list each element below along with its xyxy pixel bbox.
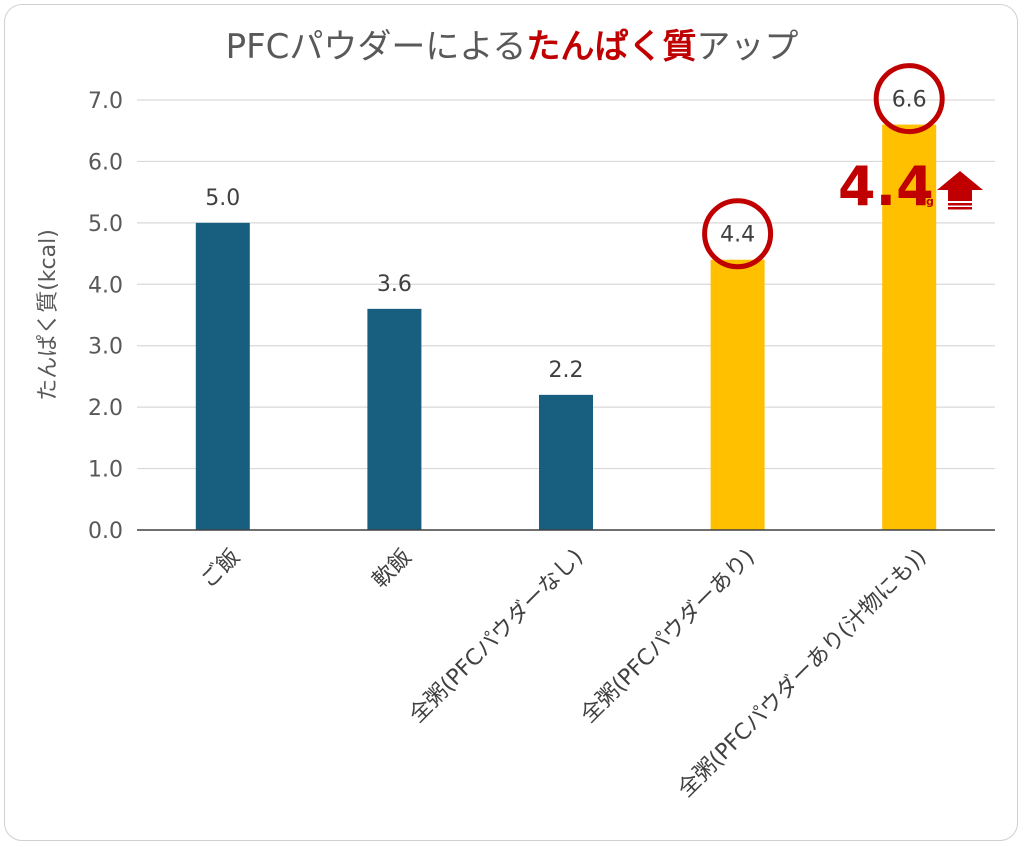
y-tick-label: 7.0 [88,89,123,114]
increase-annotation: 4.4 g [838,155,983,218]
y-tick-label: 0.0 [88,519,123,544]
y-axis-ticks: 0.0 1.0 2.0 3.0 4.0 5.0 6.0 7.0 [88,89,123,544]
bar [882,124,937,531]
increase-unit: g [926,195,934,208]
bars [195,124,937,531]
y-tick-label: 4.0 [88,273,123,298]
data-label: 4.4 [720,223,755,248]
gridlines [137,99,995,470]
chart-title-highlight: たんぱく質 [526,27,696,67]
data-labels: 5.0 3.6 2.2 4.4 6.6 [205,88,926,383]
category-label: ご飯 [196,545,245,594]
bar [710,259,765,530]
chart-title: PFCパウダーによるたんぱく質アップ [226,27,799,67]
y-tick-label: 2.0 [88,396,123,421]
highlight-circles [702,63,945,270]
y-tick-label: 1.0 [88,458,123,483]
y-axis-label: たんぱく質(kcal) [36,229,61,401]
y-tick-label: 6.0 [88,150,123,175]
y-tick-label: 3.0 [88,335,123,360]
chart-title-suffix: アップ [696,27,798,67]
category-label: 全粥(PFCパウダーあり) [576,545,759,728]
chart-frame [4,4,1018,841]
bar [367,308,422,530]
data-label: 2.2 [549,358,584,383]
data-label: 6.6 [892,88,927,113]
highlight-circle [873,63,945,135]
chart-title-prefix: PFCパウダーによる [226,27,527,67]
data-label: 3.6 [377,272,412,297]
up-arrow-icon [937,171,983,210]
x-axis-categories: ご飯 軟飯全粥(PFCパウダーなし)全粥(PFCパウダーあり)全粥(PFCパウダー… [196,545,931,803]
y-tick-label: 5.0 [88,212,123,237]
data-label: 5.0 [205,186,240,211]
category-label: 軟飯 [368,545,417,594]
increase-value: 4.4 [838,155,934,218]
category-label: 全粥(PFCパウダーなし) [405,545,588,728]
bar [539,394,593,530]
highlight-circle [702,198,774,270]
bar [195,222,250,530]
